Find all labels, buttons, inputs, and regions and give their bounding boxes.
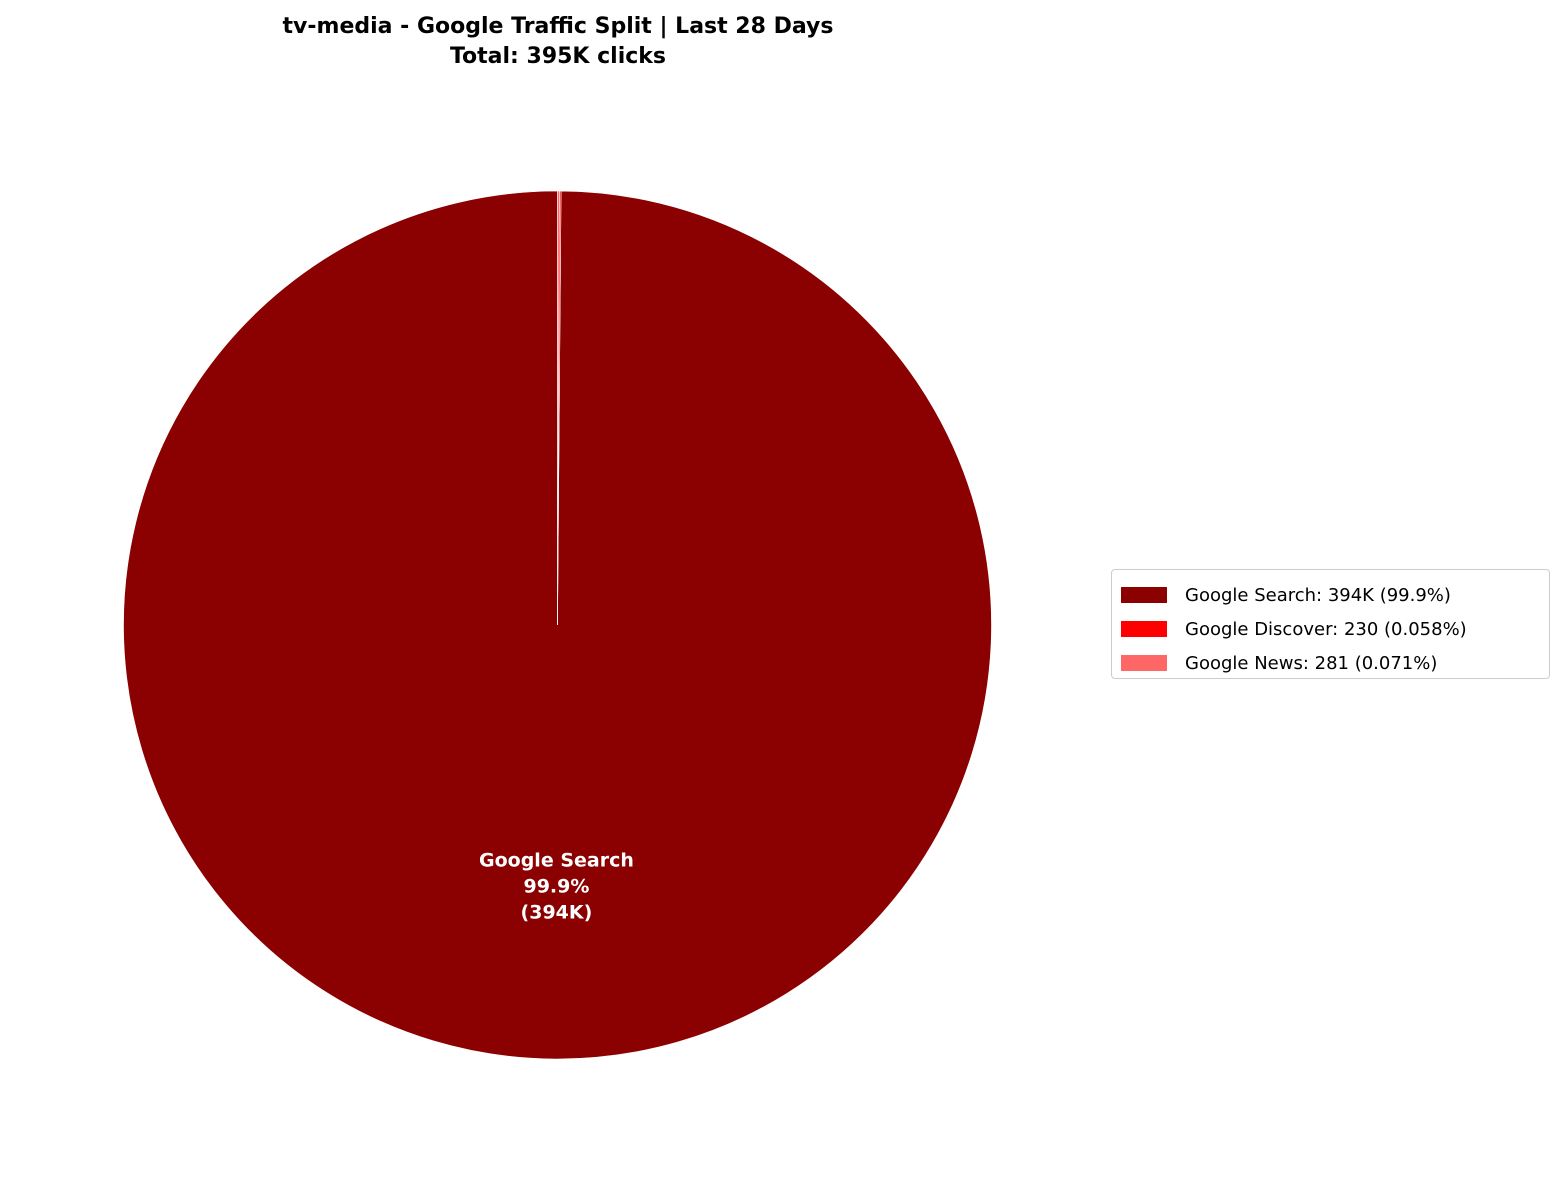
legend-label: Google Search: 394K (99.9%)	[1185, 584, 1451, 606]
chart-title: tv-media - Google Traffic Split | Last 2…	[283, 12, 834, 72]
legend-label: Google Discover: 230 (0.058%)	[1185, 618, 1467, 640]
slice-label-line: (394K)	[521, 901, 593, 923]
legend: Google Search: 394K (99.9%) Google Disco…	[1111, 569, 1550, 679]
legend-swatch	[1121, 587, 1167, 603]
legend-swatch	[1121, 655, 1167, 671]
slice-label-line: Google Search	[479, 849, 634, 871]
legend-item-news: Google News: 281 (0.071%)	[1121, 646, 1540, 680]
title-line: tv-media - Google Traffic Split | Last 2…	[282, 14, 834, 39]
legend-item-search: Google Search: 394K (99.9%)	[1121, 578, 1540, 612]
pie-slice-google-news	[557, 190, 560, 626]
legend-label: Google News: 281 (0.071%)	[1185, 652, 1438, 674]
legend-swatch	[1121, 621, 1167, 637]
legend-item-discover: Google Discover: 230 (0.058%)	[1121, 612, 1540, 646]
subtitle-line: Total: 395K clicks	[449, 44, 667, 69]
slice-label-line: 99.9%	[523, 875, 589, 897]
slice-label: Google Search 99.9% (394K)	[479, 849, 634, 923]
